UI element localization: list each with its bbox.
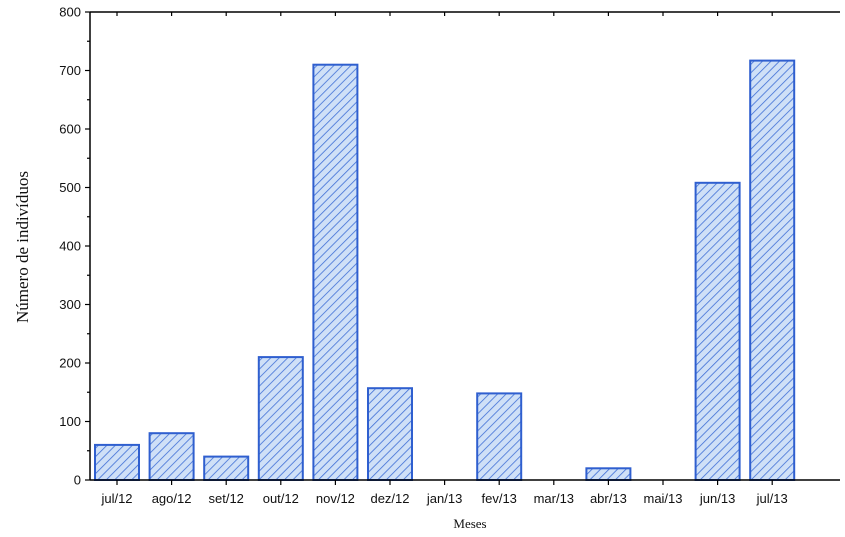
- x-tick-label: mai/13: [643, 491, 682, 506]
- x-tick-label: jul/12: [100, 491, 132, 506]
- x-tick-label: jul/13: [756, 491, 788, 506]
- y-tick-label: 800: [59, 5, 81, 20]
- x-tick-label: dez/12: [370, 491, 409, 506]
- bar-nov-12: [312, 63, 359, 481]
- bar-ago-12: [148, 432, 195, 482]
- x-tick-label: nov/12: [316, 491, 355, 506]
- bar-out-12: [257, 356, 304, 482]
- y-tick-label: 0: [74, 473, 81, 488]
- y-tick-label: 500: [59, 180, 81, 195]
- bar-jun-13: [694, 181, 741, 482]
- x-tick-label: jun/13: [699, 491, 735, 506]
- bar-jul-13: [749, 59, 796, 481]
- x-axis-title: Meses: [453, 516, 486, 531]
- x-axis: jul/12 ago/12 set/12 out/12 nov/12 dez/12 jan/…: [90, 479, 840, 506]
- x-tick-label: mar/13: [534, 491, 574, 506]
- x-tick-label: abr/13: [590, 491, 627, 506]
- y-tick-label: 600: [59, 122, 81, 137]
- y-tick-label: 300: [59, 297, 81, 312]
- bar-dez-12: [367, 387, 413, 482]
- y-axis: 0 100 200 300 400 500 600 700 800: [59, 5, 840, 488]
- x-tick-label: ago/12: [152, 491, 192, 506]
- bar-jul-12: [94, 443, 140, 481]
- bar-set-12: [203, 455, 250, 482]
- y-tick-label: 200: [59, 356, 81, 371]
- bar-abr-13: [585, 467, 632, 481]
- x-tick-label: set/12: [208, 491, 243, 506]
- y-axis-title: Número de indivíduos: [13, 171, 32, 323]
- y-tick-label: 400: [59, 239, 81, 254]
- y-tick-label: 100: [59, 414, 81, 429]
- x-tick-label: jan/13: [426, 491, 462, 506]
- bars-group: [94, 59, 796, 482]
- y-tick-label: 700: [59, 63, 81, 78]
- x-tick-label: fev/13: [481, 491, 516, 506]
- x-tick-label: out/12: [263, 491, 299, 506]
- bar-fev-13: [476, 392, 523, 481]
